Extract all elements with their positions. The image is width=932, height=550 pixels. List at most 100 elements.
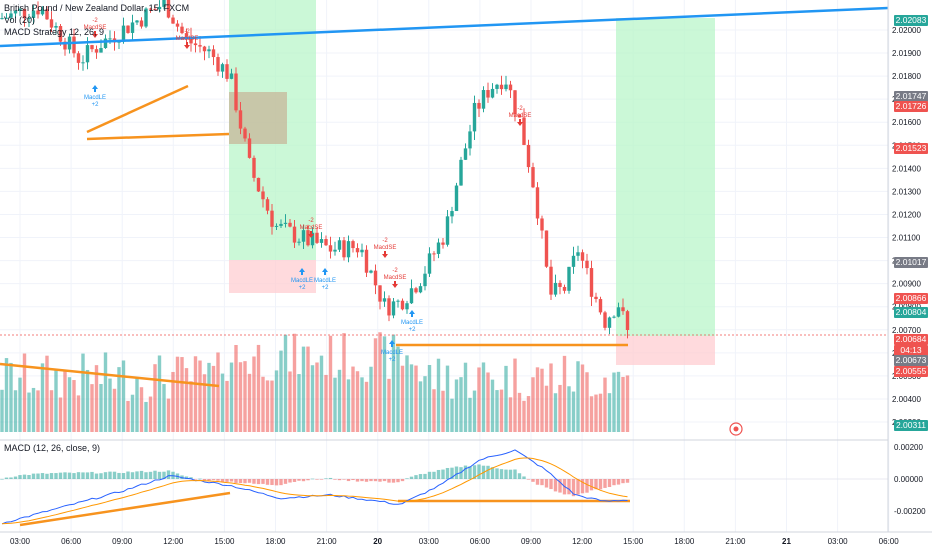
macd-histogram-bar [265,479,270,485]
volume-bar [463,362,468,432]
macd-histogram-bar [558,479,562,493]
macd-trendline-1[interactable] [19,491,231,527]
candle-body [157,6,162,10]
macd-histogram-bar [85,472,90,479]
macd-histogram-bar [454,466,459,479]
time-tick: 09:00 [112,537,133,546]
candle-body [261,191,265,200]
price-tick: 2.00400 [892,395,921,404]
volume-bar [477,367,481,432]
candle-body [616,307,621,317]
candle-body [355,248,360,253]
candle [27,13,31,27]
candle-body [252,157,256,178]
volume-bar [117,367,121,432]
volume-bar [4,358,9,432]
candle-body [27,17,31,19]
volume-trendline[interactable] [0,362,220,388]
signal-qty: -2 [92,18,98,24]
candle-body [540,218,544,231]
macd-histogram-bar [211,479,216,480]
volume-bar [432,389,436,432]
candle [157,0,162,13]
candle [166,0,171,19]
volume-bar [108,378,112,432]
volume-bar [148,396,153,432]
volume-bar [234,345,238,432]
macd-histogram-bar [76,472,81,479]
trend-drawings[interactable] [0,6,889,527]
time-axis[interactable]: 03:00 06:00 09:00 12:00 15:00 18:00 21:00 20 03:… [10,537,899,546]
candle-body [517,114,522,118]
signal-label: MacdLE [381,350,403,356]
macd-histogram-bar [522,476,526,479]
candle-body [468,131,472,149]
strategy-legend[interactable]: MACD Strategy 12, 26, 9 [4,27,105,37]
macd-histogram-bar [540,479,544,486]
macd-histogram-bar [418,474,423,479]
candle-body [180,26,184,34]
volume-bar [274,370,279,432]
volume-bar [585,372,589,432]
candle-body [463,148,468,160]
volume-bar [391,334,396,432]
candle-body [432,253,436,255]
candle [54,22,58,35]
macd-histogram-bar [198,478,202,480]
candle-body [171,17,175,24]
macd-histogram-bar [36,473,40,479]
candle-body [292,226,297,243]
price-label: 2.01726 [894,101,928,112]
volume-bar [553,393,558,432]
candle-body [414,288,418,293]
signal-qty: -2 [184,29,190,35]
candle [396,299,400,308]
candle-body [405,303,409,310]
candle [319,232,324,248]
macd-histogram-bar [243,479,247,484]
macd-histogram-bar [252,479,256,484]
volume-bar [544,385,549,432]
macd-histogram-bar [400,479,405,482]
macd-histogram-bar [576,479,580,495]
volume-bar [508,397,513,432]
candle-body [607,317,612,328]
macd-histogram-bar [139,470,144,479]
candle-body [229,73,234,79]
macd-histogram-bar [135,471,139,479]
price-tick: 2.01400 [892,164,921,173]
signal-label: MacdLE [401,320,423,326]
volume-bar [72,380,76,432]
candle [36,1,40,19]
macd-histogram-bar [58,472,63,479]
macd-legend[interactable]: MACD (12, 26, close, 9) [4,443,101,453]
candle [324,235,328,247]
macd-histogram-bar [67,472,72,479]
macd-histogram-bar [495,468,499,479]
volume-bar [589,396,594,432]
candle [22,8,27,27]
volume-bar [238,362,243,432]
macd-histogram-bar [157,471,162,479]
support-line-2[interactable] [86,132,230,141]
symbol-legend[interactable]: British Pound / New Zealand Dollar, 15, … [4,3,190,13]
volume-bar [441,390,445,432]
candle-body [40,9,45,15]
arrow-down-icon [184,42,190,49]
support-line-1[interactable] [86,84,189,134]
volume-legend[interactable]: Vol (20) [4,15,36,25]
candle [225,59,229,82]
candle-body [436,242,441,254]
candle [477,99,481,118]
volume-bar [607,393,612,432]
candle [180,22,184,35]
macd-histogram-bar [490,467,495,479]
channel-trendline[interactable] [0,6,889,48]
macd-histogram-bar [432,471,436,479]
macd-histogram-bar [130,472,135,479]
candle [207,45,211,59]
volume-bar [13,390,18,432]
replay-icon[interactable] [729,422,743,436]
volume-bar [351,366,355,432]
